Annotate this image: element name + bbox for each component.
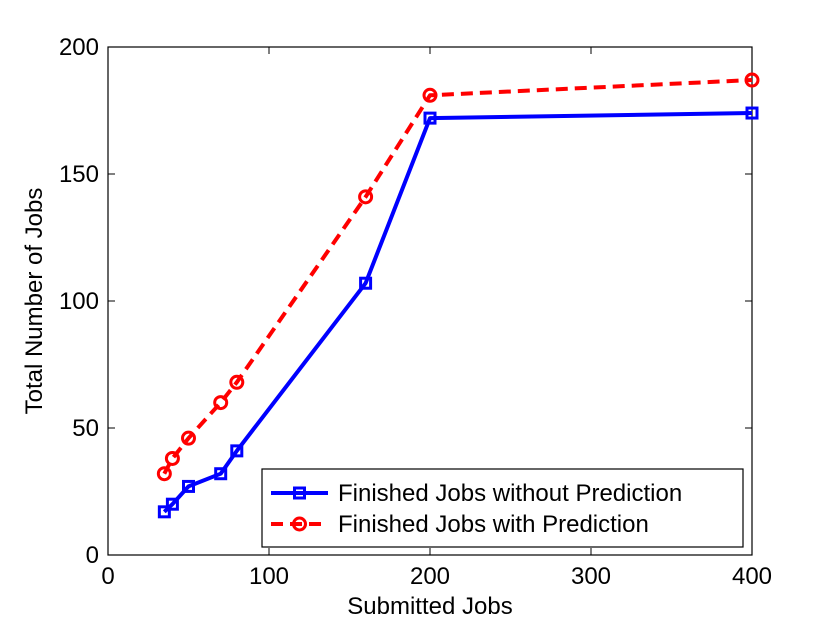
data-point-series-1 bbox=[157, 505, 171, 519]
legend-marker-series-1 bbox=[293, 486, 306, 500]
data-point-series-1 bbox=[359, 276, 373, 290]
y-tick-label: 50 bbox=[72, 415, 99, 442]
series-line-2 bbox=[162, 78, 753, 475]
data-point-series-2 bbox=[358, 189, 374, 205]
x-tick-label: 200 bbox=[410, 563, 450, 590]
data-point-series-2 bbox=[181, 430, 196, 446]
data-point-series-2 bbox=[229, 374, 245, 390]
legend-marker-series-2 bbox=[292, 516, 307, 532]
data-point-series-1 bbox=[745, 106, 759, 120]
x-tick-label: 100 bbox=[249, 563, 289, 590]
legend-box bbox=[261, 468, 744, 548]
series-line-1 bbox=[162, 111, 753, 514]
data-point-series-1 bbox=[182, 479, 195, 493]
x-axis-title: Submitted Jobs bbox=[347, 593, 512, 620]
y-axis-ticks: 0 50 100 150 200 bbox=[59, 34, 752, 569]
y-tick-label: 0 bbox=[86, 542, 99, 569]
y-tick-label: 100 bbox=[59, 288, 99, 315]
data-point-series-2 bbox=[213, 395, 229, 411]
y-tick-label: 150 bbox=[59, 161, 99, 188]
data-point-series-1 bbox=[214, 467, 228, 481]
x-axis-ticks: 0 100 200 300 400 bbox=[101, 47, 772, 590]
data-point-series-1 bbox=[423, 111, 437, 125]
x-tick-label: 0 bbox=[101, 563, 114, 590]
y-axis-title: Total Number of Jobs bbox=[21, 188, 48, 415]
data-point-series-1 bbox=[230, 444, 244, 458]
x-tick-label: 300 bbox=[571, 563, 611, 590]
data-point-series-2 bbox=[164, 450, 180, 466]
series-layer bbox=[156, 72, 760, 519]
data-point-series-2 bbox=[156, 466, 172, 482]
data-point-series-2 bbox=[744, 72, 760, 88]
y-tick-label: 200 bbox=[59, 34, 99, 61]
legend-label-series-2: Finished Jobs with Prediction bbox=[338, 511, 649, 538]
legend: Finished Jobs without Prediction Finishe… bbox=[261, 468, 744, 548]
legend-label-series-1: Finished Jobs without Prediction bbox=[338, 480, 682, 507]
data-point-series-2 bbox=[422, 87, 438, 103]
data-point-series-1 bbox=[165, 497, 179, 511]
x-tick-label: 400 bbox=[732, 563, 772, 590]
